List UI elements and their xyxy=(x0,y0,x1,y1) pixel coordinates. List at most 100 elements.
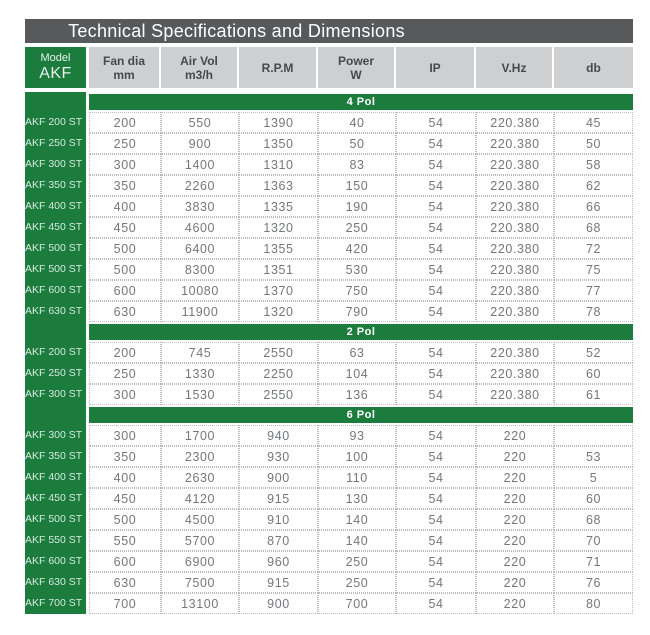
data-cell: 83 xyxy=(318,154,396,175)
data-cell: 1400 xyxy=(161,154,239,175)
data-cell: 45 xyxy=(554,112,633,133)
model-cell: AKF 250 ST xyxy=(25,133,86,154)
column-gap xyxy=(86,154,89,175)
data-cell: 40 xyxy=(318,112,396,133)
data-cell: 2300 xyxy=(161,446,239,467)
data-cell: 400 xyxy=(89,467,161,488)
data-cell: 915 xyxy=(239,488,318,509)
section-row: 4 Pol xyxy=(89,92,633,112)
column-gap xyxy=(86,133,89,154)
data-cell: 52 xyxy=(554,342,633,363)
model-cell: AKF 200 ST xyxy=(25,112,86,133)
column-header-line: V.Hz xyxy=(501,60,527,75)
data-cell: 50 xyxy=(318,133,396,154)
data-cell: 220.380 xyxy=(476,342,554,363)
data-cell: 53 xyxy=(554,446,633,467)
model-cell: AKF 500 ST xyxy=(25,238,86,259)
column-header-air-vol: Air Vol m3/h xyxy=(161,47,239,88)
column-header-db: db xyxy=(554,47,633,88)
column-gap xyxy=(86,384,89,405)
column-header-line: W xyxy=(350,67,362,82)
data-cell: 54 xyxy=(396,363,476,384)
data-cell: 300 xyxy=(89,154,161,175)
data-cell: 350 xyxy=(89,446,161,467)
data-cell: 220.380 xyxy=(476,196,554,217)
data-cell: 500 xyxy=(89,509,161,530)
data-cell: 790 xyxy=(318,301,396,322)
column-gap xyxy=(86,92,89,112)
column-header-power: Power W xyxy=(318,47,396,88)
data-cell: 54 xyxy=(396,488,476,509)
data-cell: 1320 xyxy=(239,301,318,322)
data-cell: 54 xyxy=(396,154,476,175)
data-cell: 930 xyxy=(239,446,318,467)
data-cell: 600 xyxy=(89,551,161,572)
data-cell: 300 xyxy=(89,384,161,405)
data-cell: 1700 xyxy=(161,425,239,446)
data-cell: 54 xyxy=(396,509,476,530)
data-cell: 220 xyxy=(476,593,554,614)
column-gap xyxy=(86,238,89,259)
data-cell: 220 xyxy=(476,467,554,488)
data-cell: 61 xyxy=(554,384,633,405)
data-cell: 1350 xyxy=(239,133,318,154)
data-cell: 2550 xyxy=(239,384,318,405)
data-cell: 62 xyxy=(554,175,633,196)
column-header-ip: IP xyxy=(396,47,476,88)
data-cell: 54 xyxy=(396,530,476,551)
data-cell: 960 xyxy=(239,551,318,572)
data-cell: 910 xyxy=(239,509,318,530)
data-cell: 4600 xyxy=(161,217,239,238)
column-header-line: Power xyxy=(337,53,374,68)
model-cell: AKF 350 ST xyxy=(25,175,86,196)
data-cell: 80 xyxy=(554,593,633,614)
data-cell: 1370 xyxy=(239,280,318,301)
data-cell: 77 xyxy=(554,280,633,301)
data-cell: 4500 xyxy=(161,509,239,530)
model-cell: AKF 450 ST xyxy=(25,488,86,509)
data-cell: 6400 xyxy=(161,238,239,259)
data-cell: 1320 xyxy=(239,217,318,238)
table-header: Model AKF Fan dia mm Air Vol m3/h R.P.M … xyxy=(25,47,633,88)
data-cell: 66 xyxy=(554,196,633,217)
data-cell: 60 xyxy=(554,363,633,384)
data-cell: 1335 xyxy=(239,196,318,217)
data-cell: 76 xyxy=(554,572,633,593)
data-cell: 1355 xyxy=(239,238,318,259)
model-column-segment xyxy=(25,92,86,112)
section-bar-label: 2 Pol xyxy=(89,324,633,340)
model-header-series: AKF xyxy=(39,65,72,82)
data-cell: 54 xyxy=(396,342,476,363)
data-cell: 70 xyxy=(554,530,633,551)
model-cell: AKF 300 ST xyxy=(25,425,86,446)
data-cell: 1363 xyxy=(239,175,318,196)
data-cell: 100 xyxy=(318,446,396,467)
section-row: 6 Pol xyxy=(89,405,633,425)
data-cell: 104 xyxy=(318,363,396,384)
data-cell: 54 xyxy=(396,217,476,238)
data-cell: 54 xyxy=(396,572,476,593)
data-cell: 200 xyxy=(89,342,161,363)
data-cell xyxy=(554,425,633,446)
data-cell: 54 xyxy=(396,425,476,446)
column-header-rpm: R.P.M xyxy=(239,47,318,88)
data-cell: 130 xyxy=(318,488,396,509)
data-cell: 700 xyxy=(89,593,161,614)
data-cell: 500 xyxy=(89,238,161,259)
model-cell: AKF 630 ST xyxy=(25,301,86,322)
page-title: Technical Specifications and Dimensions xyxy=(25,19,633,43)
column-gap xyxy=(86,530,89,551)
data-cell: 1330 xyxy=(161,363,239,384)
model-cell: AKF 300 ST xyxy=(25,154,86,175)
table-body: 4 Pol AKF 200 ST 200 550 1390 40 54 220.380 45 AK… xyxy=(25,92,633,614)
data-cell: 220.380 xyxy=(476,133,554,154)
data-cell: 300 xyxy=(89,425,161,446)
data-cell: 350 xyxy=(89,175,161,196)
data-cell: 750 xyxy=(318,280,396,301)
data-cell: 136 xyxy=(318,384,396,405)
column-header-line: Fan dia xyxy=(102,53,145,68)
data-cell: 220.380 xyxy=(476,217,554,238)
data-cell: 13100 xyxy=(161,593,239,614)
model-cell: AKF 600 ST xyxy=(25,280,86,301)
data-cell: 900 xyxy=(239,593,318,614)
